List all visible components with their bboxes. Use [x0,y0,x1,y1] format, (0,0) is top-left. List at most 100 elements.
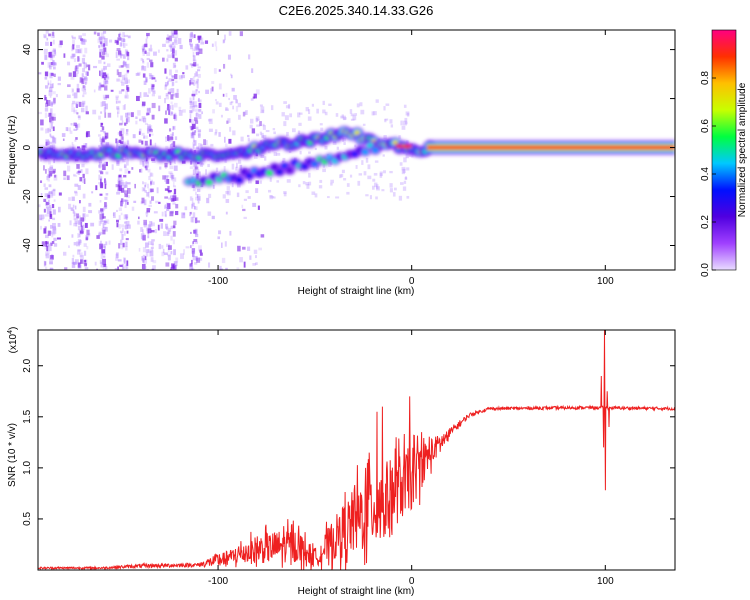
noise-speck [150,181,152,187]
noise-speck [126,69,130,73]
noise-speck [171,81,174,87]
noise-speck [102,72,107,77]
noise-speck [99,41,103,45]
noise-speck [80,39,83,44]
noise-speck [170,88,175,94]
noise-speck [38,72,42,75]
noise-speck [74,259,79,264]
noise-speck [207,118,212,122]
noise-speck [120,141,124,145]
noise-speck [142,73,146,78]
noise-speck [99,193,103,196]
noise-speck [143,80,147,85]
noise-speck [170,43,174,48]
noise-speck [48,219,50,222]
noise-speck [128,170,131,174]
noise-speck [145,251,149,257]
noise-speck [299,151,302,155]
noise-speck [141,118,144,122]
noise-speck [328,162,332,167]
noise-speck [218,83,222,90]
noise-speck [148,107,152,113]
noise-speck [48,141,53,144]
noise-speck [103,96,107,101]
noise-speck [52,60,55,66]
noise-speck [92,109,97,115]
noise-speck [261,109,265,113]
noise-speck [124,34,128,38]
snr-series-line [38,330,675,570]
noise-speck [135,116,138,119]
noise-speck [189,33,194,39]
noise-speck [74,218,78,224]
noise-speck [120,54,124,57]
noise-speck [192,95,195,101]
noise-speck [149,139,152,146]
noise-speck [404,177,408,180]
noise-speck [198,257,203,261]
noise-speck [83,77,86,80]
noise-speck [248,54,251,60]
noise-speck [195,71,198,77]
noise-speck [193,229,197,234]
noise-speck [44,107,49,112]
noise-speck [81,163,85,168]
noise-speck [47,82,50,86]
noise-speck [155,200,159,204]
noise-speck [148,73,152,77]
noise-speck [98,164,100,168]
noise-speck [100,253,103,260]
noise-speck [222,93,225,97]
noise-speck [122,242,125,248]
noise-speck [47,62,51,68]
noise-speck [189,100,193,103]
noise-speck [148,176,151,181]
noise-speck [102,226,107,231]
noise-speck [286,179,291,183]
noise-speck [172,231,176,237]
noise-speck [104,178,106,184]
noise-speck [242,111,246,117]
noise-speck [260,154,265,158]
noise-speck [104,101,106,107]
noise-speck [173,50,178,56]
noise-speck [82,177,84,183]
noise-speck [194,117,198,122]
noise-speck [100,138,103,145]
noise-speck [142,234,146,241]
noise-speck [199,252,203,256]
noise-speck [74,139,77,142]
snr-scale-label: (x104) [7,327,19,354]
noise-speck [252,262,257,266]
noise-speck [120,232,123,235]
noise-speck [251,128,256,134]
noise-speck [100,142,104,147]
noise-speck [48,33,51,37]
noise-speck [112,212,115,217]
noise-speck [167,54,172,59]
noise-speck [318,185,323,189]
noise-speck [103,220,107,226]
noise-speck [76,171,79,174]
noise-speck [190,267,194,270]
noise-speck [52,98,56,102]
noise-speck [143,135,146,138]
noise-speck [67,127,71,132]
noise-speck [82,33,86,37]
noise-speck [283,192,287,197]
noise-speck [288,150,292,154]
noise-speck [139,169,141,173]
noise-speck [50,108,53,114]
noise-speck [143,92,148,97]
noise-speck [211,215,215,220]
noise-speck [49,166,53,171]
noise-speck [322,100,325,106]
noise-speck [115,50,119,53]
noise-speck [100,208,104,212]
noise-speck [127,35,131,39]
noise-speck [98,145,101,148]
noise-speck [273,131,276,135]
noise-speck [53,62,57,66]
svg-text:(x104): (x104) [7,327,19,354]
noise-speck [75,48,80,54]
